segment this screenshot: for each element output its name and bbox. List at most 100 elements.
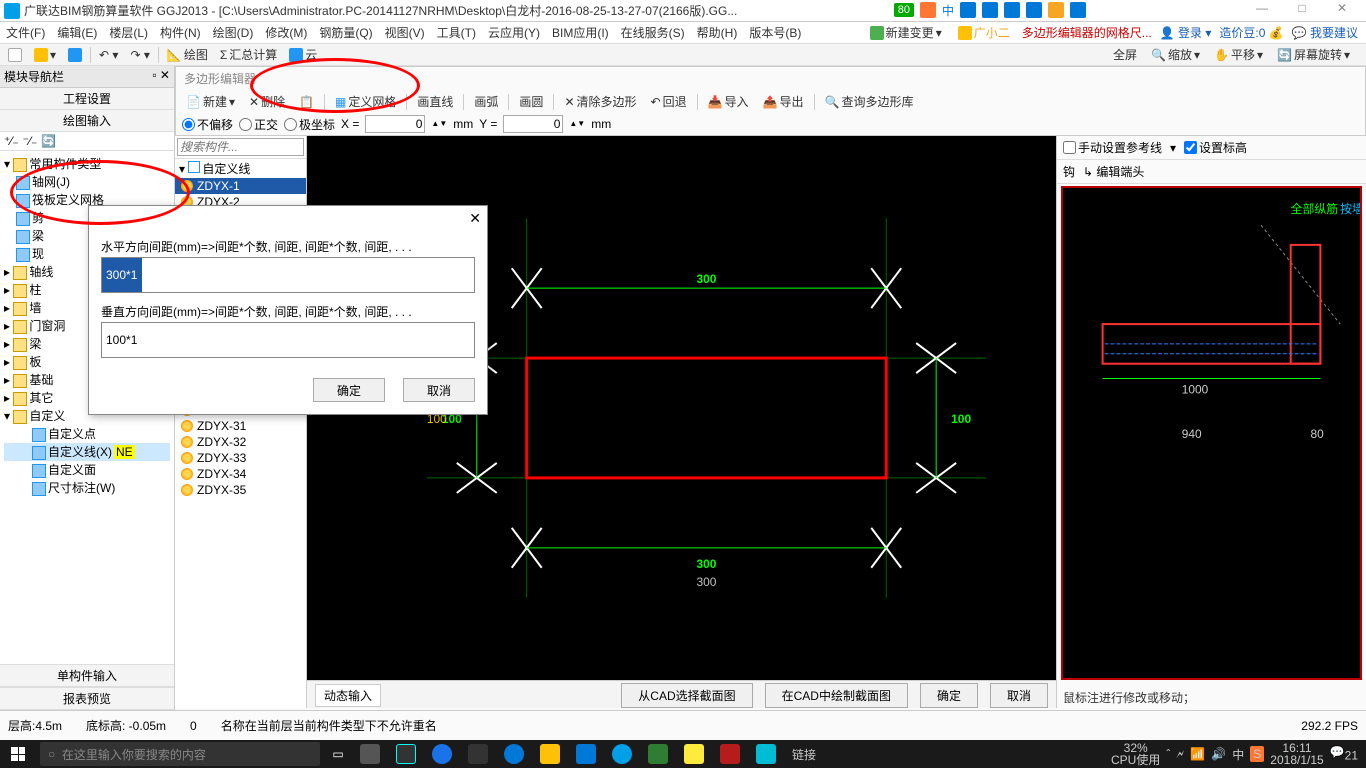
menu-view[interactable]: 视图(V) xyxy=(379,24,431,41)
offset-none-radio[interactable]: 不偏移 xyxy=(182,116,233,133)
cloud-check-button[interactable]: 云 xyxy=(285,45,321,64)
nav-expand-icon[interactable]: ⁺⁄₋ xyxy=(4,134,19,148)
tray-ime-icon[interactable]: 中 xyxy=(1232,746,1244,763)
close-button[interactable]: ✕ xyxy=(1322,1,1362,21)
tree-custom-3[interactable]: 尺寸标注(W) xyxy=(4,479,170,497)
tree-custom-1[interactable]: 自定义线(X)NE xyxy=(4,443,170,461)
component-search-input[interactable] xyxy=(177,138,304,156)
taskbar-app-4[interactable] xyxy=(460,740,496,768)
menu-draw[interactable]: 绘图(D) xyxy=(207,24,260,41)
tree-custom-2[interactable]: 自定义面 xyxy=(4,461,170,479)
tray-notifications-icon[interactable]: 💬21 xyxy=(1330,745,1358,762)
menu-online[interactable]: 在线服务(S) xyxy=(615,24,691,41)
component-item[interactable]: ZDYX-34 xyxy=(175,466,306,482)
import-button[interactable]: 📥 导入 xyxy=(704,92,753,111)
taskbar-explorer[interactable] xyxy=(532,740,568,768)
nav-refresh-icon[interactable]: 🔄 xyxy=(41,134,56,148)
tray-sogou-icon[interactable]: S xyxy=(1250,746,1264,762)
menu-tools[interactable]: 工具(T) xyxy=(431,24,482,41)
menu-rebar[interactable]: 钢筋量(Q) xyxy=(313,24,378,41)
menu-version[interactable]: 版本号(B) xyxy=(743,24,807,41)
sigma-button[interactable]: Σ 汇总计算 xyxy=(216,45,281,64)
nav-section-draw[interactable]: 绘图输入 xyxy=(0,110,174,132)
taskbar-app-11[interactable] xyxy=(712,740,748,768)
section-preview[interactable]: 全部纵筋 按墙层 940 80 1000 xyxy=(1061,186,1362,680)
component-item[interactable]: ZDYX-33 xyxy=(175,450,306,466)
taskbar-app-2[interactable] xyxy=(388,740,424,768)
save-button[interactable] xyxy=(64,47,86,63)
ime-emoji-icon[interactable] xyxy=(982,2,998,18)
nav-single-input[interactable]: 单构件输入 xyxy=(0,664,174,687)
menu-component[interactable]: 构件(N) xyxy=(154,24,207,41)
y-input[interactable] xyxy=(503,115,563,133)
tree-root[interactable]: ▾ 常用构件类型 xyxy=(4,155,170,173)
draw-toggle[interactable]: 📐 绘图 xyxy=(163,45,212,64)
v-spacing-input[interactable] xyxy=(101,322,475,358)
taskbar-edge[interactable] xyxy=(496,740,532,768)
dynamic-input-tab[interactable]: 动态输入 xyxy=(315,684,381,707)
taskbar-app-8[interactable] xyxy=(604,740,640,768)
component-item[interactable]: ZDYX-31 xyxy=(175,418,306,434)
taskbar-app-9[interactable] xyxy=(640,740,676,768)
canvas-cancel-button[interactable]: 取消 xyxy=(990,683,1048,708)
menu-cloud[interactable]: 云应用(Y) xyxy=(482,24,546,41)
in-cad-button[interactable]: 在CAD中绘制截面图 xyxy=(765,683,908,708)
ortho-radio[interactable]: 正交 xyxy=(239,116,278,133)
pan-button[interactable]: ✋ 平移 ▾ xyxy=(1210,45,1267,64)
dialog-ok-button[interactable]: 确定 xyxy=(313,378,385,402)
fullscreen-button[interactable]: 全屏 xyxy=(1109,45,1141,64)
tray-battery-icon[interactable]: 🗲 xyxy=(1176,747,1184,762)
poly-delete-button[interactable]: ✕ 删除 xyxy=(245,92,289,111)
canvas-ok-button[interactable]: 确定 xyxy=(920,683,978,708)
start-button[interactable] xyxy=(0,740,36,768)
component-item[interactable]: ZDYX-35 xyxy=(175,482,306,498)
suggest-button[interactable]: 💬 我要建议 xyxy=(1292,24,1358,41)
taskbar-store[interactable] xyxy=(568,740,604,768)
ime-mic-icon[interactable] xyxy=(1004,2,1020,18)
sogou-icon[interactable] xyxy=(920,2,936,18)
export-button[interactable]: 📤 导出 xyxy=(759,92,808,111)
taskbar-app-10[interactable] xyxy=(676,740,712,768)
login-button[interactable]: 👤 登录 ▾ xyxy=(1160,24,1212,41)
maximize-button[interactable]: □ xyxy=(1282,1,1322,21)
menu-bim[interactable]: BIM应用(I) xyxy=(546,24,615,41)
tray-up-icon[interactable]: ˆ xyxy=(1166,747,1170,761)
component-item[interactable]: ZDYX-1 xyxy=(175,178,306,194)
tray-volume-icon[interactable]: 🔊 xyxy=(1211,747,1226,761)
new-change-button[interactable]: 新建变更 ▾ xyxy=(866,23,946,42)
h-spacing-input[interactable] xyxy=(101,257,475,293)
open-button[interactable]: ▾ xyxy=(30,47,60,63)
undo-button[interactable]: ↶ ▾ xyxy=(95,47,122,63)
minimize-button[interactable]: ― xyxy=(1242,1,1282,21)
component-group[interactable]: ▾ 自定义线 xyxy=(175,159,306,178)
menu-floor[interactable]: 楼层(L) xyxy=(103,24,154,41)
ime-settings-icon[interactable] xyxy=(1070,2,1086,18)
poly-copy-button[interactable]: 📋 xyxy=(295,94,318,110)
task-view-icon[interactable]: ▭ xyxy=(324,740,352,768)
draw-circle-button[interactable]: 画圆 xyxy=(515,92,547,111)
nav-collapse-icon[interactable]: ⁻⁄₋ xyxy=(23,134,38,148)
undo-poly-button[interactable]: ↶ 回退 xyxy=(647,92,691,111)
dialog-cancel-button[interactable]: 取消 xyxy=(403,378,475,402)
component-item[interactable]: ZDYX-32 xyxy=(175,434,306,450)
ime-keyboard-icon[interactable] xyxy=(1026,2,1042,18)
nav-report-preview[interactable]: 报表预览 xyxy=(0,687,174,710)
taskbar-app-3[interactable] xyxy=(424,740,460,768)
polar-radio[interactable]: 极坐标 xyxy=(284,116,335,133)
manual-refline-checkbox[interactable]: 手动设置参考线 xyxy=(1063,139,1162,156)
dialog-close-button[interactable]: ✕ xyxy=(469,210,481,227)
draw-line-button[interactable]: 画直线 xyxy=(413,92,457,111)
define-grid-button[interactable]: ▦ 定义网格 xyxy=(331,92,400,111)
menu-modify[interactable]: 修改(M) xyxy=(259,24,313,41)
set-elevation-checkbox[interactable]: 设置标高 xyxy=(1184,139,1247,156)
tree-custom-0[interactable]: 自定义点 xyxy=(4,425,170,443)
taskbar-search[interactable]: ○ 在这里输入你要搜索的内容 xyxy=(40,742,320,766)
search-poly-button[interactable]: 🔍 查询多边形库 xyxy=(821,92,918,111)
draw-arc-button[interactable]: 画弧 xyxy=(470,92,502,111)
new-file-button[interactable] xyxy=(4,47,26,63)
edit-end-button[interactable]: ↳ 编辑端头 xyxy=(1083,163,1144,180)
nav-pin-close[interactable]: ▫ ✕ xyxy=(152,68,170,85)
x-input[interactable] xyxy=(365,115,425,133)
clear-poly-button[interactable]: ✕ 清除多边形 xyxy=(560,92,640,111)
ime-tool-icon[interactable] xyxy=(960,2,976,18)
